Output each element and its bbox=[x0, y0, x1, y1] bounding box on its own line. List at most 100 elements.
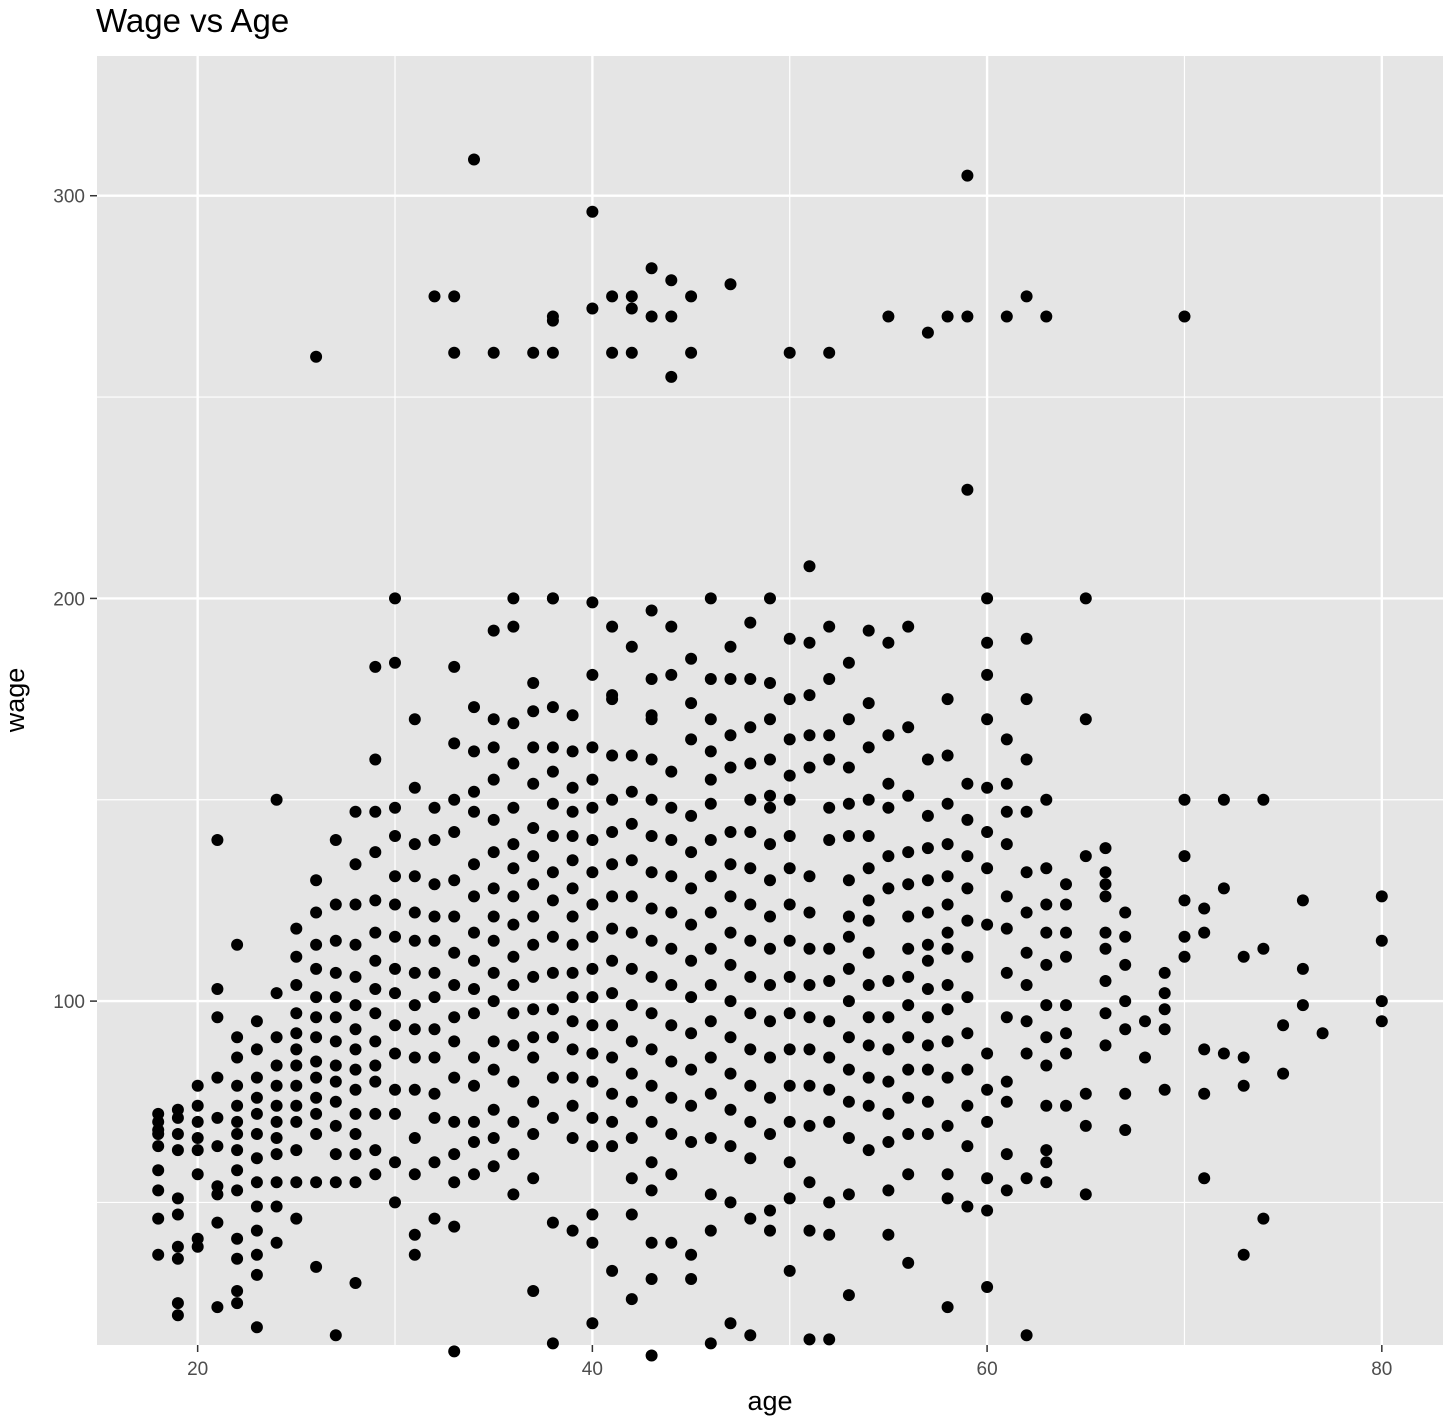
data-point bbox=[1119, 995, 1132, 1008]
data-point bbox=[724, 761, 737, 774]
data-point bbox=[1079, 713, 1092, 726]
data-point bbox=[882, 850, 895, 863]
data-point bbox=[625, 1172, 638, 1185]
data-point bbox=[290, 1212, 303, 1225]
data-point bbox=[566, 991, 579, 1004]
data-point bbox=[862, 830, 875, 842]
data-point bbox=[941, 1071, 954, 1084]
data-point bbox=[1040, 999, 1053, 1012]
data-point bbox=[1178, 894, 1191, 907]
data-point bbox=[744, 793, 757, 806]
data-point bbox=[882, 1011, 895, 1024]
data-point bbox=[290, 950, 303, 963]
data-point bbox=[744, 826, 757, 838]
data-point bbox=[902, 1128, 915, 1140]
data-point bbox=[152, 1184, 165, 1197]
data-point bbox=[724, 1317, 737, 1330]
data-point bbox=[310, 1055, 323, 1068]
data-point bbox=[191, 1099, 204, 1112]
data-point bbox=[408, 1051, 421, 1064]
data-point bbox=[1000, 966, 1013, 979]
data-point bbox=[231, 1285, 244, 1297]
data-point bbox=[803, 1079, 816, 1092]
data-point bbox=[310, 1091, 323, 1104]
data-point bbox=[546, 1031, 559, 1044]
data-point bbox=[724, 1067, 737, 1080]
data-point bbox=[487, 346, 500, 359]
data-point bbox=[606, 749, 619, 762]
data-point bbox=[211, 1071, 224, 1084]
data-point bbox=[783, 970, 796, 983]
data-point bbox=[704, 870, 717, 883]
data-point bbox=[921, 938, 934, 951]
data-point bbox=[448, 737, 461, 750]
data-point bbox=[744, 1329, 757, 1342]
data-point bbox=[566, 1224, 579, 1237]
data-point bbox=[704, 797, 717, 810]
data-point bbox=[408, 1248, 421, 1261]
data-point bbox=[961, 882, 974, 895]
data-point bbox=[961, 777, 974, 790]
data-point bbox=[566, 1071, 579, 1084]
data-point bbox=[803, 560, 816, 573]
data-point bbox=[468, 1115, 480, 1128]
data-point bbox=[941, 1119, 954, 1132]
data-point bbox=[546, 592, 559, 605]
data-point bbox=[527, 1095, 540, 1108]
data-point bbox=[428, 1156, 441, 1169]
data-point bbox=[783, 769, 796, 782]
data-point bbox=[270, 1099, 283, 1112]
data-point bbox=[625, 1067, 638, 1080]
data-point bbox=[586, 801, 599, 814]
data-point bbox=[1000, 777, 1013, 790]
data-point bbox=[862, 979, 875, 991]
data-point bbox=[428, 1111, 441, 1124]
data-point bbox=[527, 878, 540, 891]
data-point bbox=[1020, 979, 1033, 991]
data-point bbox=[665, 310, 678, 323]
data-point bbox=[645, 1349, 658, 1362]
data-point bbox=[724, 640, 737, 653]
data-point bbox=[1178, 950, 1191, 963]
data-point bbox=[507, 1039, 520, 1052]
data-point bbox=[823, 975, 836, 987]
data-point bbox=[1296, 999, 1309, 1012]
data-point bbox=[408, 870, 421, 883]
data-point bbox=[842, 1132, 855, 1144]
data-point bbox=[191, 1132, 204, 1144]
data-point bbox=[329, 934, 342, 947]
data-point bbox=[921, 1128, 934, 1140]
data-point bbox=[704, 942, 717, 955]
data-point bbox=[1099, 975, 1112, 987]
data-point bbox=[428, 1023, 441, 1036]
data-point bbox=[645, 1043, 658, 1056]
data-point bbox=[1158, 987, 1171, 1000]
data-point bbox=[329, 1095, 342, 1108]
data-point bbox=[507, 1007, 520, 1020]
data-point bbox=[645, 830, 658, 842]
x-tick-label: 40 bbox=[582, 1359, 603, 1380]
data-point bbox=[704, 592, 717, 605]
data-point bbox=[842, 713, 855, 726]
data-point bbox=[665, 274, 678, 287]
data-point bbox=[645, 866, 658, 879]
data-point bbox=[1079, 1119, 1092, 1132]
data-point bbox=[310, 1071, 323, 1084]
data-point bbox=[1060, 1027, 1072, 1040]
data-point bbox=[1000, 838, 1013, 851]
data-point bbox=[171, 1240, 184, 1253]
data-point bbox=[744, 1079, 757, 1092]
data-point bbox=[250, 1176, 263, 1189]
data-point bbox=[1099, 866, 1112, 879]
data-point bbox=[882, 1136, 895, 1148]
data-point bbox=[487, 966, 500, 979]
data-point bbox=[803, 1224, 816, 1237]
data-point bbox=[389, 1019, 401, 1032]
data-point bbox=[546, 741, 559, 754]
data-point bbox=[961, 1063, 974, 1076]
data-point bbox=[606, 346, 619, 359]
data-point bbox=[1119, 1124, 1132, 1136]
data-point bbox=[527, 346, 540, 359]
data-point bbox=[349, 1176, 362, 1189]
data-point bbox=[625, 1095, 638, 1108]
